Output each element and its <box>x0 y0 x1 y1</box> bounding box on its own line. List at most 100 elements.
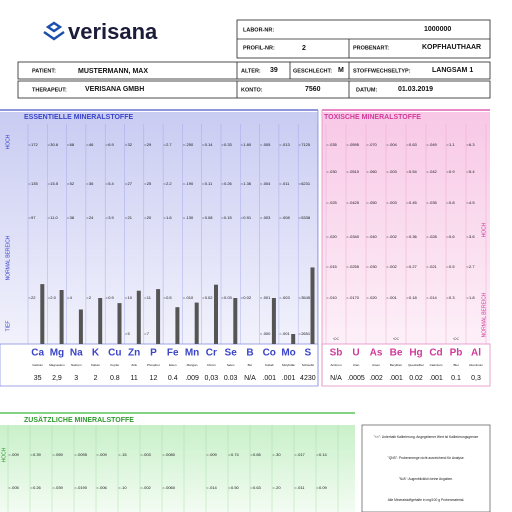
scale-label: .003 <box>389 200 398 205</box>
element-symbol: Pb <box>450 348 463 359</box>
element-name: Kobalt <box>265 363 274 367</box>
scale-label: 172 <box>31 142 38 147</box>
result-bar <box>78 309 83 344</box>
scale-label: 3.9 <box>108 215 114 220</box>
notes-box <box>361 424 491 512</box>
scale-label: .030 <box>369 264 378 269</box>
scale-label: 3.6 <box>469 234 475 239</box>
scale-label: 6.9 <box>108 142 114 147</box>
axis-label: TIEF <box>5 321 11 332</box>
scale-label: 0.18 <box>409 295 418 300</box>
axis-label: NORMAL BEREICH <box>481 292 487 337</box>
scale-label: .010 <box>185 295 194 300</box>
section-title: ESSENTIELLE MINERALSTOFFE <box>24 114 133 121</box>
scale-label: 3545 <box>301 295 311 300</box>
result-value: 12 <box>150 375 158 382</box>
result-value: .001 <box>262 375 276 382</box>
result-value: 0.1 <box>451 375 461 382</box>
scale-label: 2.0 <box>50 295 56 300</box>
scale-label: 0.45 <box>409 200 418 205</box>
scale-label: .30 <box>275 452 281 457</box>
scale-label: .000 <box>263 331 272 336</box>
scale-label: .021 <box>429 264 438 269</box>
element-name: Arsen <box>372 363 380 367</box>
result-bar <box>40 284 45 344</box>
scale-label: 52 <box>70 181 75 186</box>
result-value: N/A <box>244 375 256 382</box>
scale-label: .020 <box>369 295 378 300</box>
result-bar <box>156 289 161 344</box>
label: THERAPEUT: <box>32 87 67 93</box>
scale-label: .035 <box>429 200 438 205</box>
scale-label: 68 <box>70 142 75 147</box>
scale-label: 0.3 <box>449 295 455 300</box>
element-symbol: Na <box>70 348 83 359</box>
scale-label: .0510 <box>349 169 360 174</box>
scale-label: 0.54 <box>409 169 418 174</box>
scale-label: 0.5 <box>166 295 172 300</box>
element-name: Schwefel <box>302 363 315 367</box>
section-title: TOXISCHE MINERALSTOFFE <box>324 114 421 121</box>
value: 39 <box>270 67 278 74</box>
element-name: Bor <box>248 363 253 367</box>
scale-label: .070 <box>369 142 378 147</box>
scale-label: 2.7 <box>166 142 172 147</box>
scale-label: 0.36 <box>409 234 418 239</box>
result-bar <box>59 290 64 344</box>
element-symbol: Sb <box>330 348 343 359</box>
scale-label: .130 <box>185 215 194 220</box>
element-name: Aluminium <box>469 363 484 367</box>
header-frames <box>17 19 491 99</box>
scale-label: 0.74 <box>231 452 240 457</box>
element-symbol: S <box>305 348 312 359</box>
scale-label: 0.9 <box>108 295 114 300</box>
scale-label: 97 <box>31 215 36 220</box>
scale-label: 27 <box>128 181 133 186</box>
scale-label: 46 <box>89 142 94 147</box>
scale-label: 22 <box>31 295 36 300</box>
logo: verisana <box>43 19 158 44</box>
scale-label: .015 <box>329 264 338 269</box>
element-symbol: Co <box>263 348 276 359</box>
result-value: 35 <box>34 375 42 382</box>
label: DATUM: <box>356 87 377 93</box>
scale-label: .0190 <box>77 485 88 490</box>
scale-label: .042 <box>429 169 438 174</box>
element-name: Kupfer <box>110 363 119 367</box>
scale-label: .003 <box>282 295 291 300</box>
scale-label: 0.39 <box>33 452 42 457</box>
scale-label: .011 <box>297 485 305 490</box>
element-name: Zink <box>131 363 137 367</box>
result-bar <box>136 290 141 344</box>
scale-label: 1.80 <box>243 142 252 147</box>
scale-label: .035 <box>329 142 338 147</box>
scale-label: 29 <box>147 142 152 147</box>
value: LANGSAM 1 <box>432 67 473 74</box>
scale-label: .028 <box>429 234 438 239</box>
scale-label: 21 <box>128 215 133 220</box>
scale-label: 0.02 <box>205 295 214 300</box>
scale-label: 10 <box>128 295 133 300</box>
scale-label: .0425 <box>349 200 360 205</box>
element-symbol: P <box>150 348 157 359</box>
scale-label: 0.33 <box>224 142 233 147</box>
element-name: Beryllium <box>390 363 403 367</box>
result-bar <box>117 303 122 344</box>
scale-label: .020 <box>329 234 338 239</box>
scale-label: 5 <box>128 331 131 336</box>
scale-label: .0170 <box>349 295 360 300</box>
element-name: Cadmium <box>430 363 443 367</box>
scale-label: 1.36 <box>243 181 252 186</box>
result-value: 0,3 <box>471 375 481 382</box>
scale-label: .009 <box>209 452 218 457</box>
element-name: Uran <box>353 363 360 367</box>
result-bar <box>271 298 276 344</box>
scale-label: 38 <box>70 215 75 220</box>
scale-label: .0060 <box>165 485 176 490</box>
note: "<<": Unterhalb Kalibrierung: Angegebene… <box>374 435 479 439</box>
result-bar <box>98 298 103 344</box>
value: KOPFHAUTHAAR <box>422 44 481 51</box>
logo-text: verisana <box>68 19 158 44</box>
element-symbol: Zn <box>128 348 140 359</box>
